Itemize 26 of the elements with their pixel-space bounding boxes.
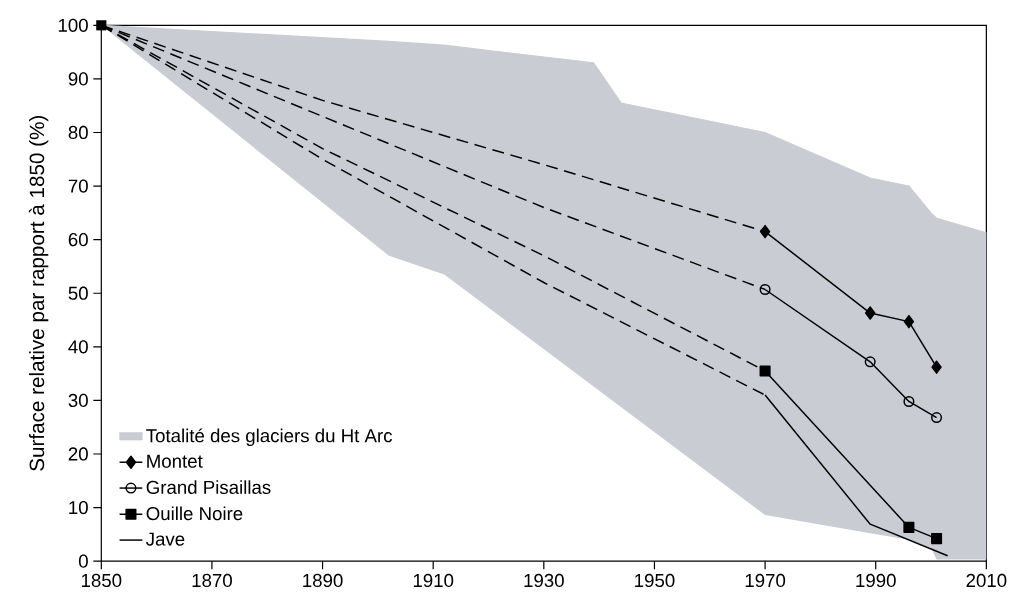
legend-label: Montet: [147, 454, 203, 468]
x-tick-label: 2010: [966, 573, 1007, 587]
x-tick-label: 1910: [413, 573, 454, 587]
legend-label: Grand Pisaillas: [146, 480, 271, 494]
y-tick-label: 20: [68, 447, 88, 461]
y-tick-label: 90: [68, 72, 88, 86]
y-tick-label: 80: [68, 125, 88, 140]
y-tick-label: 50: [68, 286, 88, 300]
y-axis-title: Surface relative par rapport à 1850 (%): [28, 115, 49, 471]
x-tick-label: 1990: [856, 573, 896, 587]
y-tick-label: 100: [58, 18, 88, 32]
x-tick-label: 1870: [192, 573, 232, 587]
legend-label: Ouille Noire: [146, 506, 243, 521]
y-tick-label: 70: [68, 179, 88, 193]
y-tick-label: 10: [69, 500, 88, 515]
y-tick-label: 60: [68, 232, 88, 247]
x-tick-label: 1930: [524, 573, 564, 587]
x-tick-label: 1970: [745, 573, 786, 587]
y-tick-label: 40: [68, 340, 88, 354]
y-tick-label: 0: [78, 554, 88, 568]
legend-label: Totalité des glaciers du Ht Arc: [146, 428, 393, 446]
legend-label: Jave: [146, 532, 185, 546]
y-tick-label: 30: [68, 393, 88, 407]
x-tick-label: 1950: [635, 573, 675, 587]
x-tick-label: 1850: [81, 573, 122, 587]
x-tick-label: 1890: [303, 573, 343, 587]
